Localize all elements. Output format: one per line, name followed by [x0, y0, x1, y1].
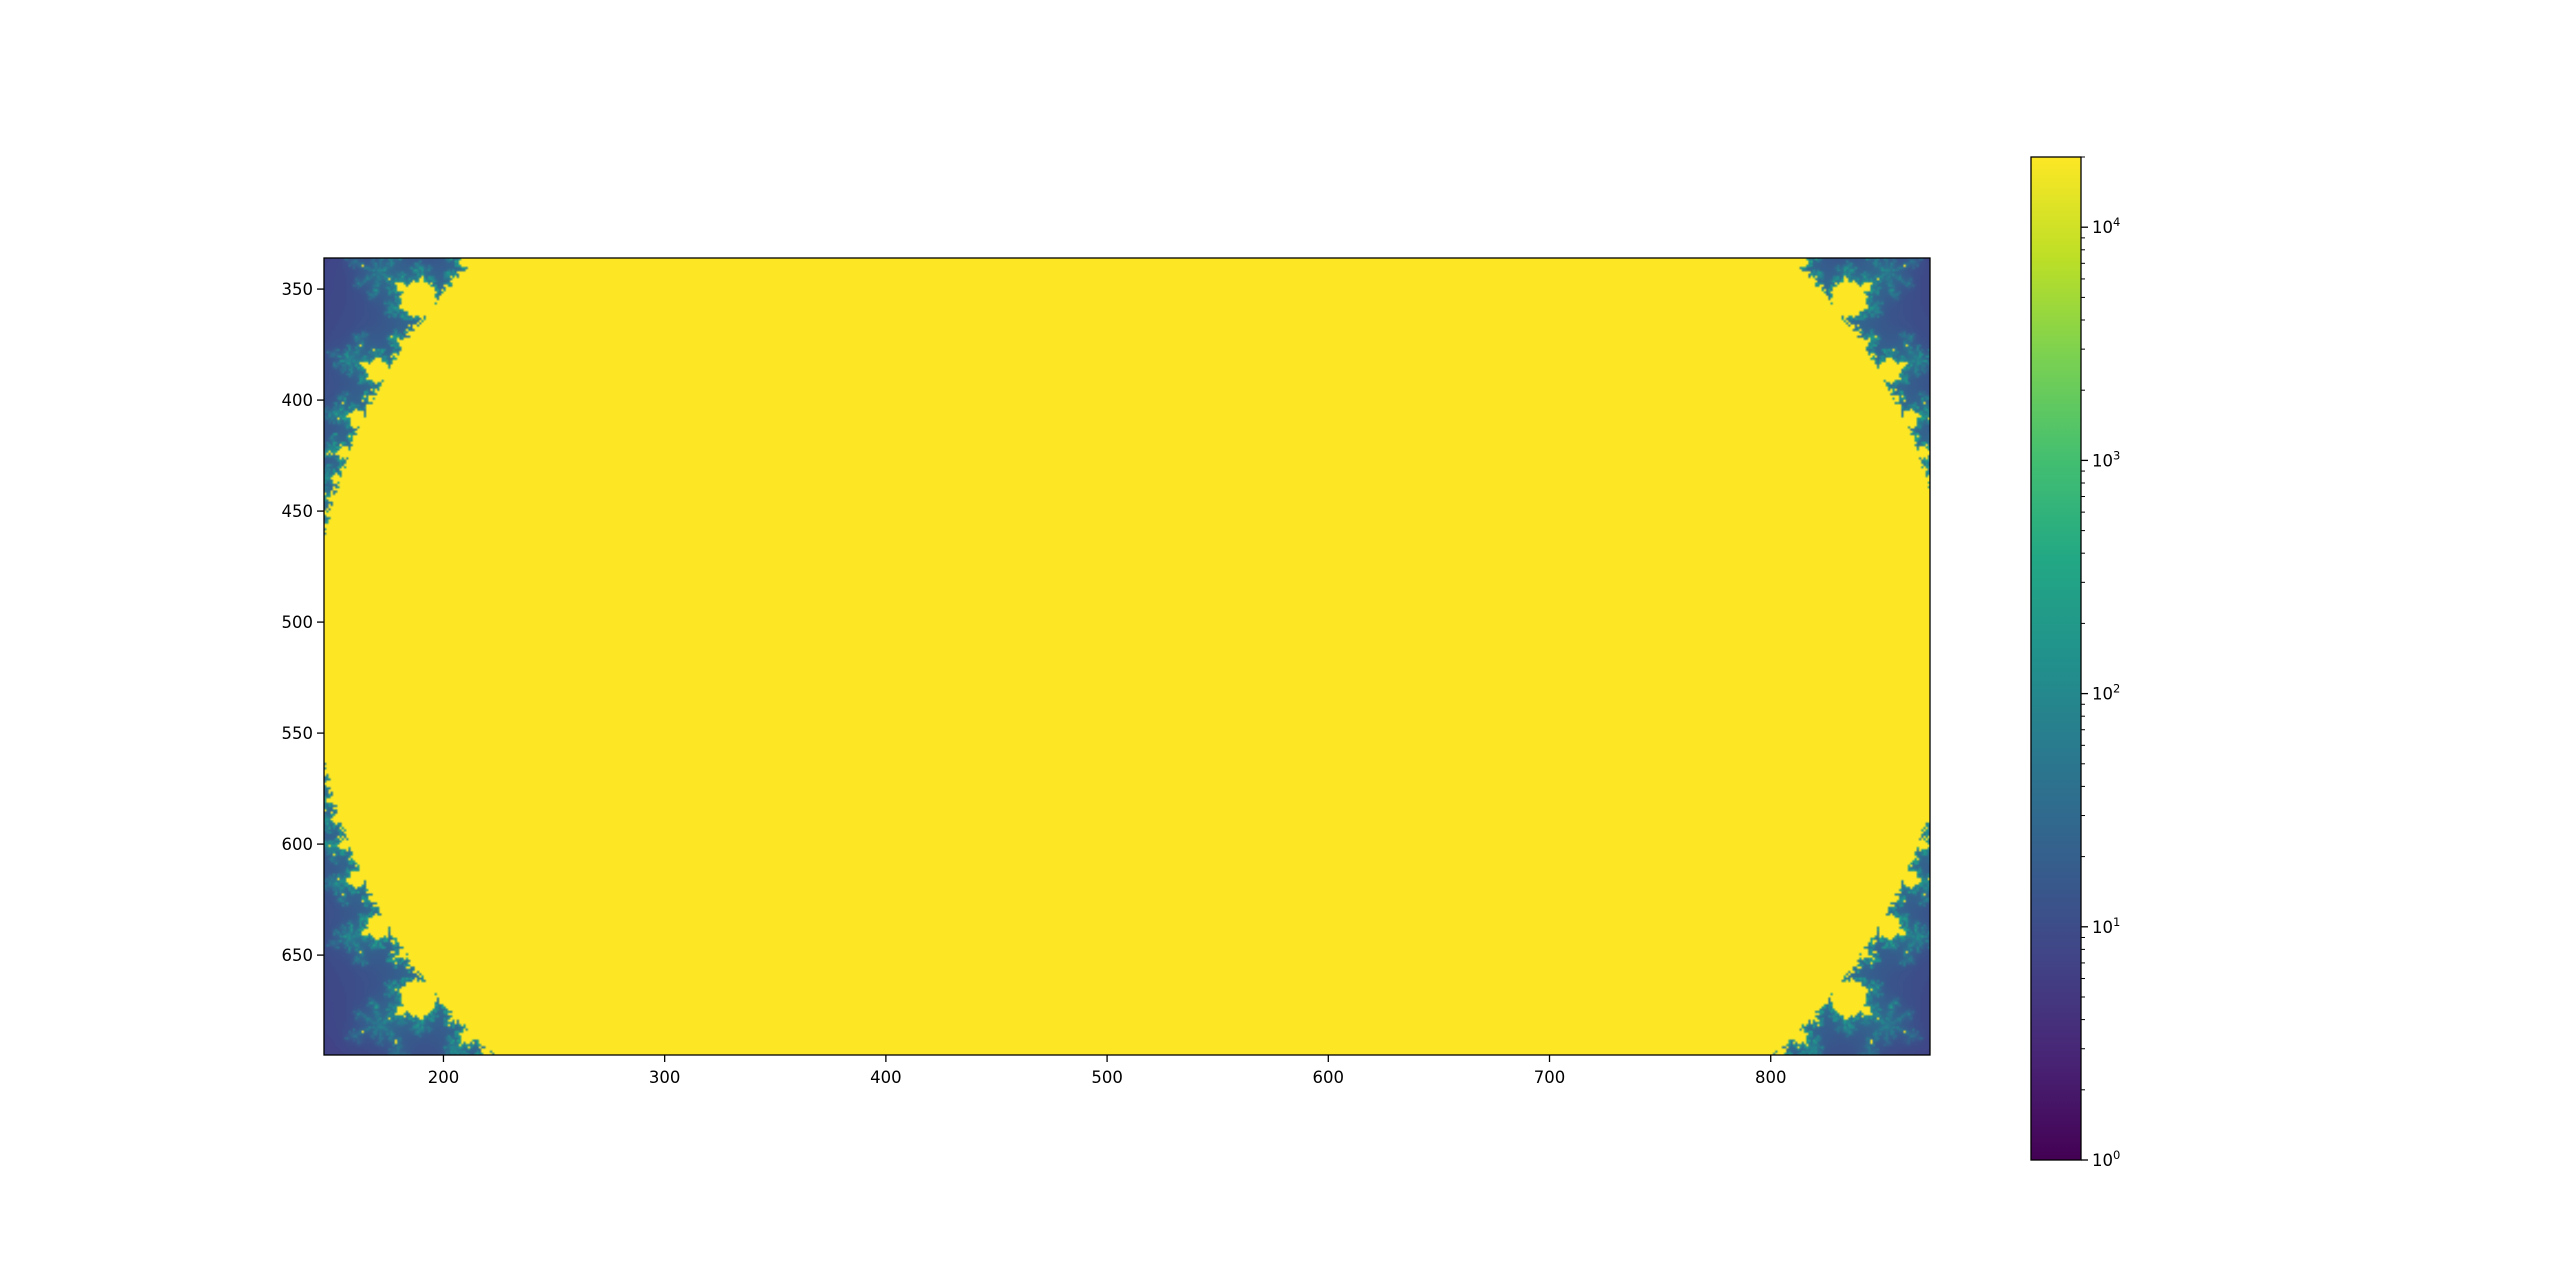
y-tick-label: 550 — [282, 724, 314, 743]
colorbar-tick-label: 101 — [2092, 915, 2120, 937]
heatmap-area — [324, 258, 1930, 1055]
colorbar-tick-label: 102 — [2092, 682, 2120, 704]
colorbar-frame — [2030, 156, 2082, 1161]
y-axis: 350 400 450 500 550 600 650 — [282, 280, 324, 965]
colorbar-tick-label: 103 — [2092, 448, 2120, 470]
x-tick-label: 500 — [1091, 1068, 1123, 1087]
colorbar-gradient — [2031, 157, 2081, 1160]
y-tick-label: 400 — [282, 391, 314, 410]
x-tick-label: 700 — [1534, 1068, 1566, 1087]
x-tick-label: 200 — [428, 1068, 460, 1087]
y-tick-label: 500 — [282, 613, 314, 632]
x-tick-label: 600 — [1313, 1068, 1345, 1087]
heatmap-image — [324, 258, 1930, 1055]
plot-frame — [323, 257, 1931, 1056]
y-tick-label: 650 — [282, 946, 314, 965]
x-tick-label: 400 — [870, 1068, 902, 1087]
colorbar-tick-label: 104 — [2092, 215, 2120, 237]
y-tick-label: 350 — [282, 280, 314, 299]
colorbar-ticks: 100 101 102 103 104 — [2081, 215, 2120, 1170]
x-axis: 200 300 400 500 600 700 800 — [428, 1055, 1787, 1087]
y-tick-label: 450 — [282, 502, 314, 521]
colorbar-minor-ticks — [2081, 156, 2085, 1091]
colorbar: 100 101 102 103 104 — [2030, 156, 2120, 1170]
x-tick-label: 800 — [1755, 1068, 1787, 1087]
colorbar-tick-label: 100 — [2092, 1148, 2120, 1170]
y-tick-label: 600 — [282, 835, 314, 854]
x-tick-label: 300 — [649, 1068, 681, 1087]
